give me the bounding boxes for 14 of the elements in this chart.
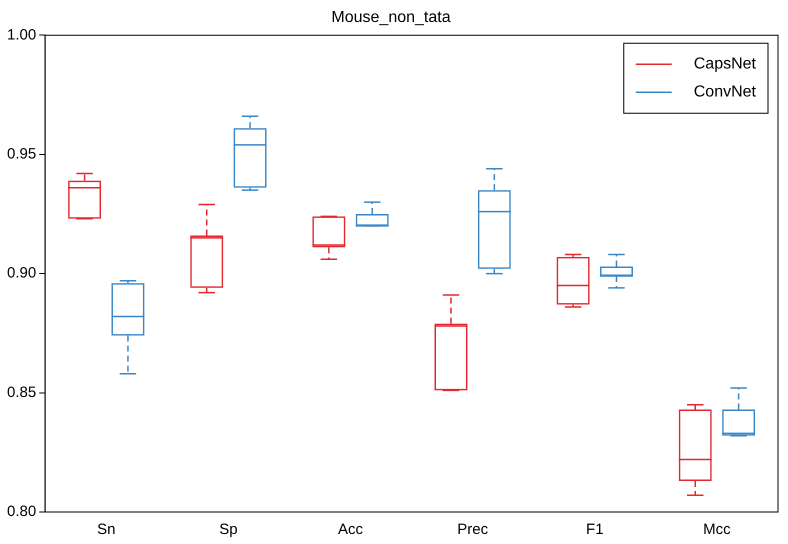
x-tick-label: F1 xyxy=(586,521,604,538)
x-tick-label: Sn xyxy=(97,521,116,538)
y-tick-label: 1.00 xyxy=(6,26,36,44)
x-tick-label: Prec xyxy=(457,521,489,538)
y-tick-label: 0.80 xyxy=(6,503,36,520)
x-tick-label: Sp xyxy=(219,521,238,538)
y-tick-label: 0.90 xyxy=(6,264,36,282)
y-tick-label: 0.85 xyxy=(6,384,36,401)
chart-title: Mouse_non_tata xyxy=(331,9,451,26)
legend-label: ConvNet xyxy=(694,84,757,101)
legend-label: CapsNet xyxy=(694,56,757,73)
y-tick-label: 0.95 xyxy=(6,146,36,163)
x-tick-label: Acc xyxy=(338,521,364,538)
x-tick-label: Mcc xyxy=(703,521,732,538)
